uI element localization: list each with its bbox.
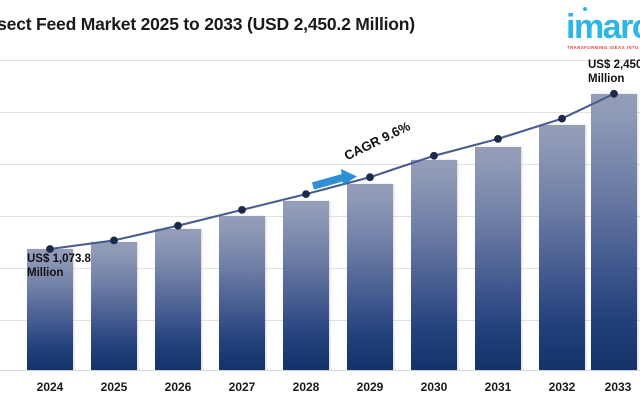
trend-marker-2024[interactable]	[46, 245, 54, 253]
bar-2026[interactable]	[155, 229, 201, 370]
start-value-line2: Million	[27, 267, 64, 279]
x-label-2032: 2032	[548, 380, 576, 394]
x-label-2031: 2031	[484, 380, 512, 394]
x-label-2027: 2027	[228, 380, 256, 394]
trend-marker-2031[interactable]	[494, 135, 502, 143]
trend-marker-2032[interactable]	[558, 114, 566, 123]
x-label-2025: 2025	[100, 380, 128, 394]
trend-line	[48, 92, 616, 251]
logo-wordmark: imarc	[566, 8, 640, 46]
cagr-arrow-icon	[311, 169, 357, 190]
chart-title: Insect Feed Market 2025 to 2033 (USD 2,4…	[0, 14, 415, 34]
bar-2030[interactable]	[411, 160, 457, 370]
x-label-2030: 2030	[420, 380, 448, 394]
x-axis-line	[0, 370, 640, 371]
imarc-logo: imarc TRANSFORMING IDEAS INTO IMPACT	[566, 4, 640, 50]
x-label-2028: 2028	[292, 380, 320, 394]
x-label-2033: 2033	[604, 380, 632, 394]
logo-tagline: TRANSFORMING IDEAS INTO IMPACT	[567, 45, 640, 50]
bar-2025[interactable]	[91, 241, 137, 370]
bar-2031[interactable]	[475, 146, 521, 370]
end-value-line1: US$ 2,450.2	[588, 59, 640, 71]
bar-2028[interactable]	[283, 200, 329, 370]
bar-2033[interactable]	[591, 93, 637, 370]
gridline	[0, 164, 640, 165]
trend-marker-2025[interactable]	[110, 236, 118, 245]
x-label-2029: 2029	[356, 380, 384, 394]
x-label-2026: 2026	[164, 380, 192, 394]
bar-2027[interactable]	[219, 215, 265, 370]
trend-marker-2030[interactable]	[430, 151, 438, 160]
trend-marker-2033[interactable]	[610, 89, 618, 98]
trend-marker-2026[interactable]	[174, 221, 182, 230]
end-value-label: US$ 2,450.2 Million	[588, 58, 640, 86]
logo-dot-icon	[583, 7, 587, 11]
gridline	[0, 112, 640, 113]
end-value-line2: Million	[588, 73, 625, 85]
start-value-label: US$ 1,073.8 Million	[27, 252, 91, 280]
bar-2032[interactable]	[539, 125, 585, 370]
bar-2024[interactable]	[27, 248, 73, 370]
trend-markers	[46, 89, 618, 253]
x-label-2024: 2024	[36, 380, 64, 394]
trend-marker-2028[interactable]	[302, 190, 310, 199]
gridline	[0, 60, 640, 61]
trend-marker-2029[interactable]	[366, 173, 374, 182]
trend-marker-2027[interactable]	[238, 206, 246, 214]
bar-2029[interactable]	[347, 184, 393, 370]
start-value-line1: US$ 1,073.8	[27, 253, 91, 265]
